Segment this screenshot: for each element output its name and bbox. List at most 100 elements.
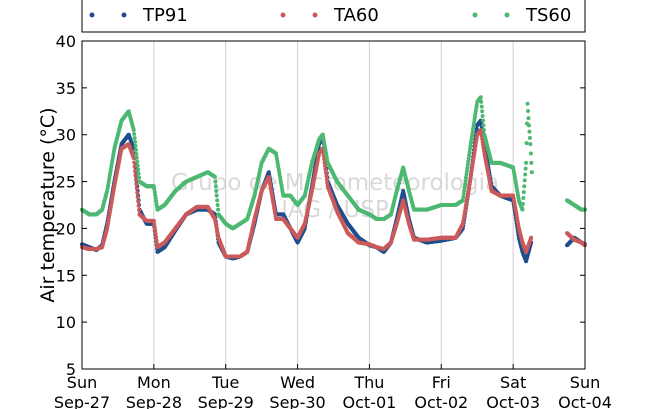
data-point: [468, 176, 473, 181]
x-tick-date: Oct-02: [414, 393, 468, 409]
data-point: [135, 190, 140, 195]
data-point: [152, 222, 157, 227]
data-point: [215, 198, 220, 203]
data-point: [470, 162, 475, 166]
data-point: [464, 169, 469, 174]
data-point: [132, 131, 137, 136]
data-point: [136, 167, 141, 172]
data-point: [469, 137, 474, 142]
y-axis: 5 10 15 20 25 30 35 40: [56, 32, 585, 379]
data-point: [469, 167, 474, 172]
data-point: [470, 132, 475, 137]
x-tick-date: Oct-03: [486, 393, 540, 409]
data-point: [152, 187, 157, 192]
data-point: [481, 145, 486, 150]
data-point: [135, 195, 140, 200]
data-point: [216, 207, 221, 212]
data-point: [324, 174, 329, 179]
legend: TP91 TA60 TS60: [81, 0, 586, 33]
data-point: [474, 138, 479, 143]
x-tick-date: Sep-30: [269, 393, 325, 409]
data-point: [467, 153, 472, 158]
data-point: [154, 201, 159, 206]
legend-marker: [121, 12, 127, 18]
data-point: [472, 120, 477, 125]
x-tick-date: Sep-27: [54, 393, 110, 409]
data-point: [214, 193, 219, 198]
data-point: [135, 159, 140, 164]
data-point: [136, 203, 141, 208]
plot-frame: [81, 40, 586, 370]
y-tick-label: 20: [56, 219, 76, 238]
data-point: [524, 160, 529, 165]
x-tick-day: Wed: [280, 373, 315, 392]
y-axis-label: Air temperature (°C): [37, 107, 59, 302]
data-point: [479, 130, 484, 135]
data-point: [153, 195, 158, 200]
data-point: [528, 142, 533, 147]
data-point: [523, 172, 528, 177]
data-point: [132, 164, 137, 169]
data-point: [131, 156, 136, 161]
x-tick-date: Oct-04: [558, 393, 612, 409]
x-tick-day: Mon: [137, 373, 171, 392]
data-point: [137, 175, 142, 180]
data-point: [468, 179, 473, 184]
x-tick-date: Sep-28: [126, 393, 182, 409]
data-point: [461, 195, 466, 200]
x-tick-date: Oct-01: [343, 393, 397, 409]
data-point: [474, 105, 479, 110]
data-point: [472, 114, 477, 119]
data-point: [478, 95, 483, 100]
data-point: [462, 185, 467, 190]
data-series: [80, 95, 587, 264]
data-point: [323, 163, 328, 168]
data-point: [135, 163, 140, 168]
data-point: [136, 171, 141, 176]
data-point: [523, 166, 528, 171]
data-point: [134, 155, 139, 160]
data-point: [479, 99, 484, 104]
data-point: [481, 123, 486, 128]
data-point: [154, 198, 159, 203]
data-point: [462, 188, 467, 193]
data-point: [466, 159, 471, 164]
data-point: [480, 136, 485, 141]
data-point: [153, 232, 158, 237]
data-point: [154, 238, 159, 243]
data-point: [465, 166, 470, 171]
x-tick-day: Fri: [432, 373, 451, 392]
y-tick-label: 15: [56, 266, 76, 285]
data-point: [474, 126, 479, 131]
data-point: [213, 179, 218, 184]
data-point: [480, 109, 485, 114]
data-point: [463, 178, 468, 183]
data-point: [322, 160, 327, 165]
x-tick-day: Thu: [353, 373, 384, 392]
series-TS60: [80, 95, 587, 231]
y-tick-label: 35: [56, 79, 76, 98]
data-point: [473, 144, 478, 149]
data-point: [325, 180, 330, 185]
y-tick-label: 30: [56, 126, 76, 145]
data-point: [133, 173, 138, 178]
x-tick-date: Sep-29: [198, 393, 254, 409]
data-point: [527, 135, 532, 140]
data-point: [133, 177, 138, 182]
data-point: [468, 146, 473, 151]
data-point: [152, 225, 157, 230]
data-point: [528, 151, 533, 156]
data-point: [134, 151, 139, 156]
data-point: [472, 153, 477, 158]
data-point: [522, 178, 527, 183]
data-point: [473, 111, 478, 116]
data-point: [480, 113, 485, 118]
data-point: [465, 162, 470, 167]
data-point: [522, 184, 527, 189]
y-tick-label: 25: [56, 173, 76, 192]
data-point: [471, 123, 476, 128]
data-point: [153, 228, 158, 233]
data-point: [463, 182, 468, 187]
data-point: [469, 170, 474, 175]
data-point: [151, 218, 156, 223]
